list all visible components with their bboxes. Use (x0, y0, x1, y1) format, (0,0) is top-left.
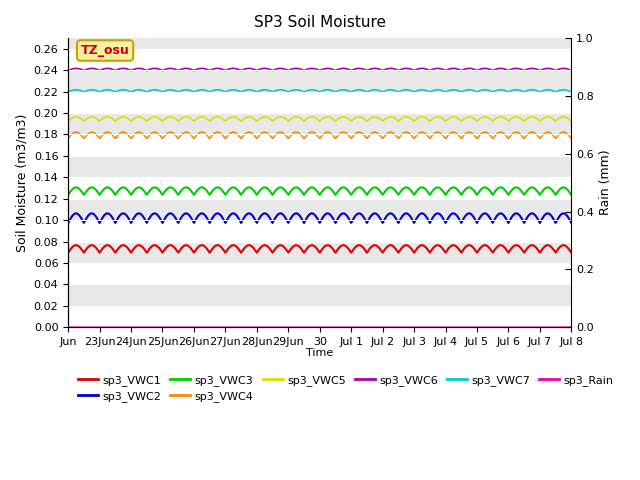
sp3_VWC6 (296, 66, 303, 72)
sp3_VWC4 (568, 136, 575, 142)
sp3_VWC4 (461, 132, 468, 137)
Bar (68, 49, 572, 70)
sp3_VWC1 (198, 242, 205, 248)
sp3_VWC4 (296, 131, 303, 137)
sp3_VWC3 (90, 185, 98, 191)
Bar (68, 241, 572, 263)
sp3_VWC3 (461, 187, 468, 193)
Bar (68, 284, 572, 306)
Title: SP3 Soil Moisture: SP3 Soil Moisture (253, 15, 386, 30)
sp3_VWC1 (90, 243, 98, 249)
sp3_VWC7 (296, 87, 303, 93)
sp3_VWC7 (309, 87, 317, 93)
sp3_VWC6 (553, 67, 561, 73)
Y-axis label: Rain (mm): Rain (mm) (600, 150, 612, 216)
sp3_VWC5 (553, 117, 561, 123)
Bar (68, 156, 572, 177)
sp3_VWC2 (553, 217, 561, 223)
sp3_VWC5 (461, 116, 468, 121)
sp3_VWC4 (64, 136, 72, 142)
sp3_VWC2 (198, 211, 205, 216)
Bar (68, 220, 572, 241)
sp3_VWC3 (553, 191, 561, 196)
sp3_VWC5 (64, 118, 72, 124)
Line: sp3_VWC2: sp3_VWC2 (68, 214, 572, 223)
sp3_VWC5 (568, 118, 575, 124)
sp3_VWC4 (198, 129, 205, 135)
Line: sp3_VWC3: sp3_VWC3 (68, 187, 572, 195)
sp3_Rain (90, 324, 98, 330)
sp3_VWC2 (461, 214, 468, 220)
Bar (68, 199, 572, 220)
sp3_VWC2 (568, 220, 575, 226)
Bar (68, 70, 572, 92)
sp3_Rain (553, 324, 561, 330)
sp3_VWC6 (64, 68, 72, 73)
Line: sp3_VWC1: sp3_VWC1 (68, 245, 572, 252)
sp3_VWC4 (90, 130, 98, 135)
sp3_VWC4 (553, 134, 561, 140)
sp3_VWC7 (568, 89, 575, 95)
sp3_VWC1 (309, 242, 317, 248)
Bar (68, 92, 572, 113)
Line: sp3_VWC4: sp3_VWC4 (68, 132, 572, 139)
sp3_VWC6 (90, 66, 98, 72)
sp3_VWC6 (461, 66, 468, 72)
sp3_VWC3 (568, 192, 575, 198)
sp3_VWC1 (64, 250, 72, 255)
sp3_VWC5 (296, 115, 303, 121)
sp3_VWC5 (90, 114, 98, 120)
sp3_VWC7 (64, 89, 72, 95)
sp3_VWC6 (198, 65, 205, 71)
sp3_Rain (309, 324, 317, 330)
sp3_VWC1 (296, 244, 303, 250)
sp3_Rain (552, 324, 560, 330)
sp3_VWC2 (296, 213, 303, 218)
Text: TZ_osu: TZ_osu (81, 44, 129, 57)
sp3_Rain (568, 324, 575, 330)
sp3_VWC5 (198, 114, 205, 120)
sp3_VWC3 (198, 184, 205, 190)
Legend: sp3_VWC1, sp3_VWC2, sp3_VWC3, sp3_VWC4, sp3_VWC5, sp3_VWC6, sp3_VWC7, sp3_Rain: sp3_VWC1, sp3_VWC2, sp3_VWC3, sp3_VWC4, … (74, 370, 618, 407)
sp3_VWC4 (553, 134, 561, 140)
sp3_VWC1 (553, 248, 561, 254)
sp3_VWC3 (64, 192, 72, 198)
sp3_VWC7 (461, 88, 468, 94)
sp3_VWC5 (309, 114, 317, 120)
sp3_VWC6 (309, 66, 317, 72)
sp3_VWC1 (553, 248, 561, 253)
Bar (68, 177, 572, 199)
sp3_Rain (64, 324, 72, 330)
sp3_VWC7 (553, 89, 561, 95)
sp3_VWC3 (309, 185, 317, 191)
Y-axis label: Soil Moisture (m3/m3): Soil Moisture (m3/m3) (15, 113, 28, 252)
sp3_VWC1 (461, 245, 468, 251)
Line: sp3_VWC5: sp3_VWC5 (68, 117, 572, 121)
sp3_VWC3 (296, 186, 303, 192)
sp3_VWC5 (553, 117, 561, 123)
sp3_VWC6 (553, 67, 561, 73)
X-axis label: Time: Time (306, 348, 333, 358)
sp3_VWC2 (64, 220, 72, 226)
sp3_VWC2 (90, 211, 98, 217)
sp3_Rain (461, 324, 468, 330)
sp3_VWC2 (553, 218, 561, 224)
Bar (68, 306, 572, 327)
sp3_VWC4 (309, 130, 317, 135)
Line: sp3_VWC7: sp3_VWC7 (68, 90, 572, 92)
sp3_VWC2 (309, 211, 317, 216)
sp3_VWC7 (90, 87, 98, 93)
sp3_VWC6 (568, 68, 575, 73)
sp3_VWC1 (568, 250, 575, 255)
Line: sp3_VWC6: sp3_VWC6 (68, 68, 572, 71)
Bar (68, 263, 572, 284)
Bar (68, 134, 572, 156)
sp3_VWC7 (553, 88, 561, 94)
sp3_VWC7 (198, 87, 205, 93)
sp3_VWC3 (553, 190, 561, 196)
sp3_Rain (296, 324, 303, 330)
Bar (68, 113, 572, 134)
